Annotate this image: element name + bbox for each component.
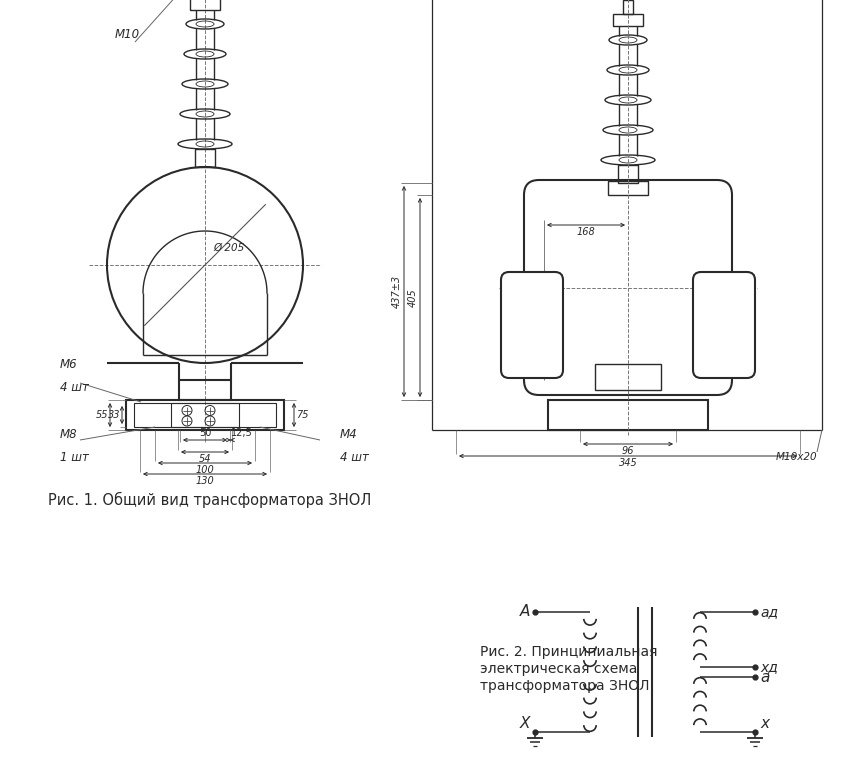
Bar — [613, 14, 643, 26]
Bar — [548, 400, 708, 430]
Bar — [179, 380, 231, 400]
Text: М6: М6 — [60, 358, 77, 371]
Text: трансформатора ЗНОЛ: трансформатора ЗНОЛ — [480, 679, 649, 693]
Text: Ø 205: Ø 205 — [213, 243, 244, 253]
Text: 4 шт: 4 шт — [340, 451, 369, 464]
Text: А: А — [520, 604, 530, 619]
Text: М10х20: М10х20 — [775, 452, 817, 462]
Bar — [134, 403, 276, 427]
Text: 55: 55 — [95, 410, 108, 420]
Bar — [190, 0, 220, 10]
Text: ад: ад — [760, 605, 778, 619]
Text: М8: М8 — [60, 428, 77, 441]
Text: х: х — [760, 716, 769, 731]
Text: М10: М10 — [115, 27, 140, 41]
Text: Рис. 2. Принципиальная: Рис. 2. Принципиальная — [480, 645, 658, 659]
Text: 75: 75 — [296, 410, 308, 420]
Text: 168: 168 — [577, 227, 595, 237]
Text: 100: 100 — [195, 465, 215, 475]
Bar — [195, 149, 215, 167]
Bar — [618, 165, 638, 183]
Text: 1 шт: 1 шт — [60, 451, 89, 464]
Text: 12,5: 12,5 — [231, 428, 253, 438]
Text: электрическая схема: электрическая схема — [480, 662, 637, 676]
Text: 345: 345 — [619, 458, 637, 468]
Text: 437±3: 437±3 — [392, 275, 402, 308]
Bar — [623, 0, 633, 14]
Text: хд: хд — [760, 660, 778, 674]
Bar — [126, 400, 284, 430]
Text: а: а — [760, 669, 770, 684]
Bar — [608, 181, 648, 195]
Text: Х: Х — [520, 716, 530, 731]
Text: 96: 96 — [621, 446, 634, 456]
Bar — [171, 403, 239, 427]
FancyBboxPatch shape — [501, 272, 563, 378]
Text: М4: М4 — [340, 428, 358, 441]
Text: 405: 405 — [408, 288, 418, 307]
Text: 54: 54 — [199, 454, 211, 464]
Text: 33: 33 — [108, 410, 120, 420]
Text: 130: 130 — [195, 476, 215, 486]
FancyBboxPatch shape — [693, 272, 755, 378]
Text: 50: 50 — [199, 428, 211, 438]
Text: 4 шт: 4 шт — [60, 381, 89, 394]
Bar — [595, 364, 661, 390]
Text: Рис. 1. Общий вид трансформатора ЗНОЛ: Рис. 1. Общий вид трансформатора ЗНОЛ — [48, 492, 371, 508]
